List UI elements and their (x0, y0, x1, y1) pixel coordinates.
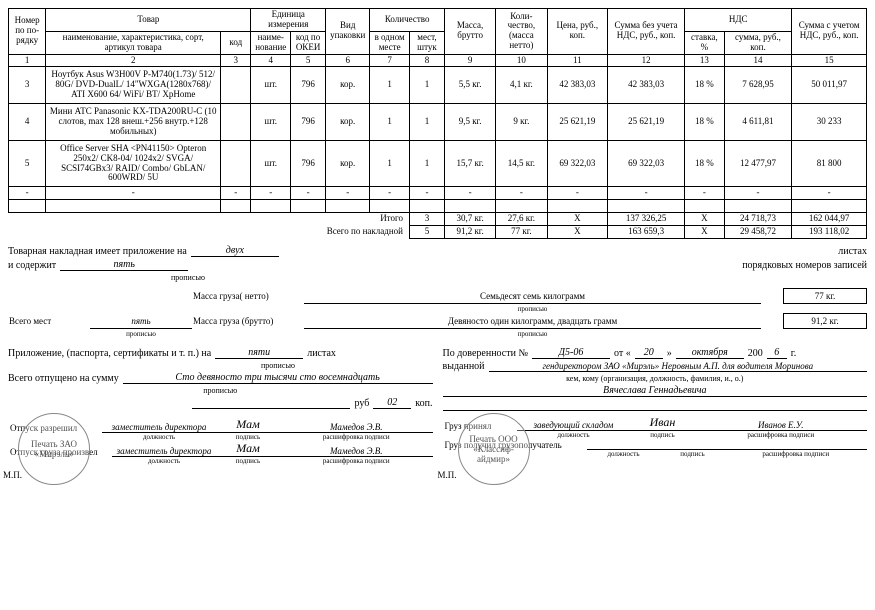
table-row: 4Мини АТС Panasonic KX-TDA200RU-C (10 сл… (9, 104, 867, 141)
table-row: 3Ноутбук Asus W3H00V P-M740(1.73)/ 512/ … (9, 67, 867, 104)
brutto-box: 91,2 кг. (784, 314, 867, 329)
vsego-row: Всего по накладной 5 91,2 кг. 77 кг. X 1… (9, 226, 867, 239)
itogo-label: Итого (9, 213, 410, 226)
h-unit: Единица измерения (251, 9, 326, 32)
h-qty: Количество (370, 9, 445, 32)
empty-row (9, 200, 867, 213)
h-netto: Коли-чество, (масса нетто) (496, 9, 547, 55)
line-attachment: Товарная накладная имеет приложение на д… (8, 245, 867, 257)
h-inone: в одном месте (370, 31, 410, 54)
h-places: мест, штук (409, 31, 444, 54)
left-column: Приложение, (паспорта, сертификаты и т. … (8, 345, 433, 465)
table-body: 3Ноутбук Asus W3H00V P-M740(1.73)/ 512/ … (9, 67, 867, 187)
empty-row: --------------- (9, 187, 867, 200)
h-pack: Вид упаковки (326, 9, 370, 55)
col-numbers: 123456789101112131415 (9, 54, 867, 67)
stamp-left: Печать ЗАО «Мирэль» (18, 413, 90, 485)
h-rate: ставка, % (685, 31, 725, 54)
h-sum: Сумма без учета НДС, руб., коп. (608, 9, 685, 55)
netto-box: 77 кг. (784, 288, 867, 303)
h-code: код (221, 31, 251, 54)
h-okei: код по ОКЕИ (291, 31, 326, 54)
h-brutto: Масса, брутто (444, 9, 495, 55)
itogo-row: Итого 3 30,7 кг. 27,6 кг. X 137 326,25 X… (9, 213, 867, 226)
h-total: Сумма с учетом НДС, руб., коп. (792, 9, 867, 55)
vsego-label: Всего по накладной (9, 226, 410, 239)
line-contains: и содержит пять порядковых номеров запис… (8, 259, 867, 271)
h-name: наименование, характеристика, сорт, арти… (46, 31, 221, 54)
h-uname: наиме-нование (251, 31, 291, 54)
stamp-right: Печать ООО «Классиф-айдмир» (458, 413, 530, 485)
h-price: Цена, руб., коп. (547, 9, 608, 55)
h-tovar: Товар (46, 9, 251, 32)
goods-table: Номер по по-рядку Товар Единица измерени… (8, 8, 867, 239)
mass-table: Масса груза( нетто) Семьдесят семь килог… (8, 288, 867, 340)
table-row: 5Office Server SHA <PN41150> Opteron 250… (9, 140, 867, 187)
h-nds: НДС (685, 9, 792, 32)
right-column: По доверенности № Д5-06 от « 20 » октябр… (443, 345, 868, 465)
h-num: Номер по по-рядку (9, 9, 46, 55)
h-ndssum: сумма, руб., коп. (724, 31, 792, 54)
